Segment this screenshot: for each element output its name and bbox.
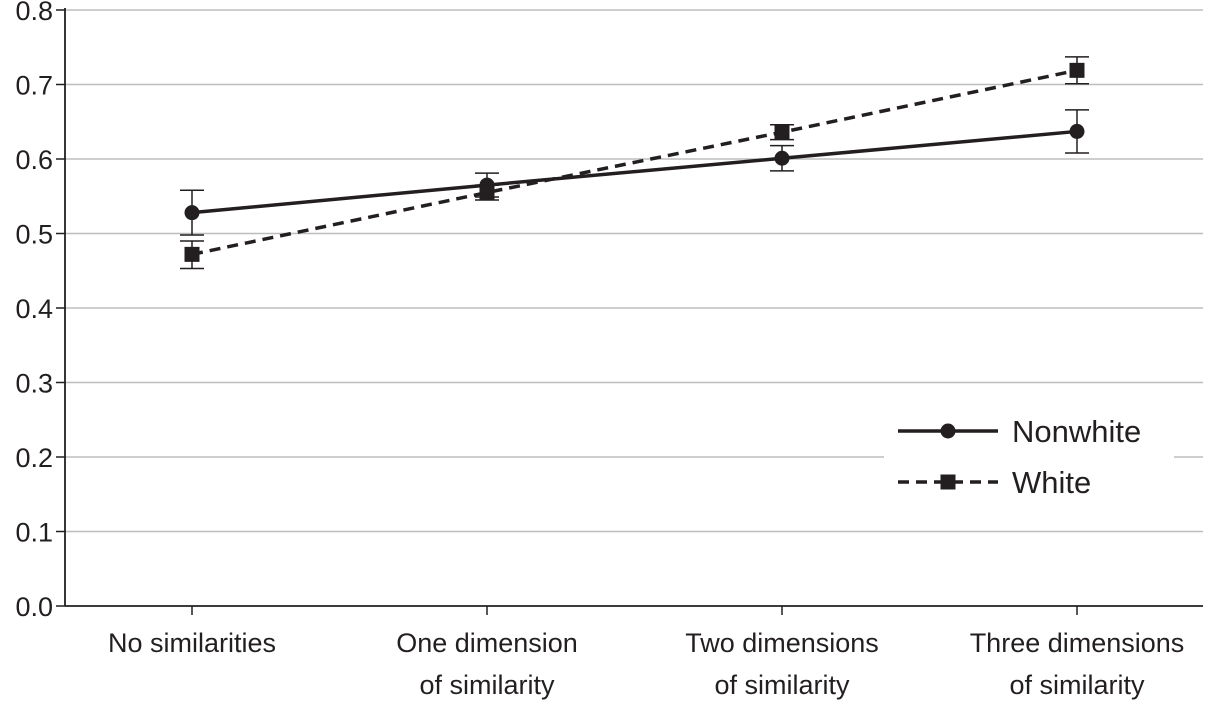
data-point: [184, 205, 200, 221]
y-tick-label: 0.7: [15, 71, 53, 101]
y-tick-label: 0.6: [15, 145, 53, 175]
data-point: [1069, 123, 1085, 139]
axes: [64, 8, 1203, 607]
gridlines: [65, 9, 1203, 533]
legend: Nonwhite White: [884, 404, 1174, 504]
legend-marker-white: [940, 474, 956, 490]
x-axis-ticks: No similarities One dimension of similarit…: [108, 606, 1184, 700]
data-point: [1069, 62, 1085, 78]
data-point: [774, 124, 790, 140]
data-point: [184, 246, 200, 262]
legend-label-white: White: [1012, 465, 1091, 500]
x-category-label: No similarities: [108, 628, 276, 658]
y-axis-ticks: 0.0 0.1 0.2 0.3 0.4 0.5 0.6 0.7 0.8: [15, 0, 65, 622]
data-point: [774, 150, 790, 166]
y-tick-label: 0.8: [15, 0, 53, 26]
x-category-label: One dimension: [396, 628, 578, 658]
y-tick-label: 0.3: [15, 369, 53, 399]
series-nonwhite: [180, 109, 1089, 236]
x-category-label: of similarity: [714, 670, 850, 700]
y-tick-label: 0.5: [15, 220, 53, 250]
x-category-label: of similarity: [1009, 670, 1145, 700]
y-tick-label: 0.2: [15, 443, 53, 473]
legend-background: [884, 404, 1174, 504]
legend-label-nonwhite: Nonwhite: [1012, 414, 1141, 449]
x-category-label: of similarity: [419, 670, 555, 700]
series-white: [180, 56, 1089, 270]
series-line-nonwhite: [191, 129, 1078, 215]
series-line-white: [191, 68, 1078, 257]
series-group: [180, 56, 1089, 270]
data-point: [479, 185, 495, 201]
legend-marker-nonwhite: [940, 423, 956, 439]
y-tick-label: 0.4: [15, 294, 53, 324]
x-category-label: Two dimensions: [685, 628, 879, 658]
y-tick-label: 0.1: [15, 518, 53, 548]
y-tick-label: 0.0: [15, 592, 53, 622]
x-category-label: Three dimensions: [970, 628, 1185, 658]
